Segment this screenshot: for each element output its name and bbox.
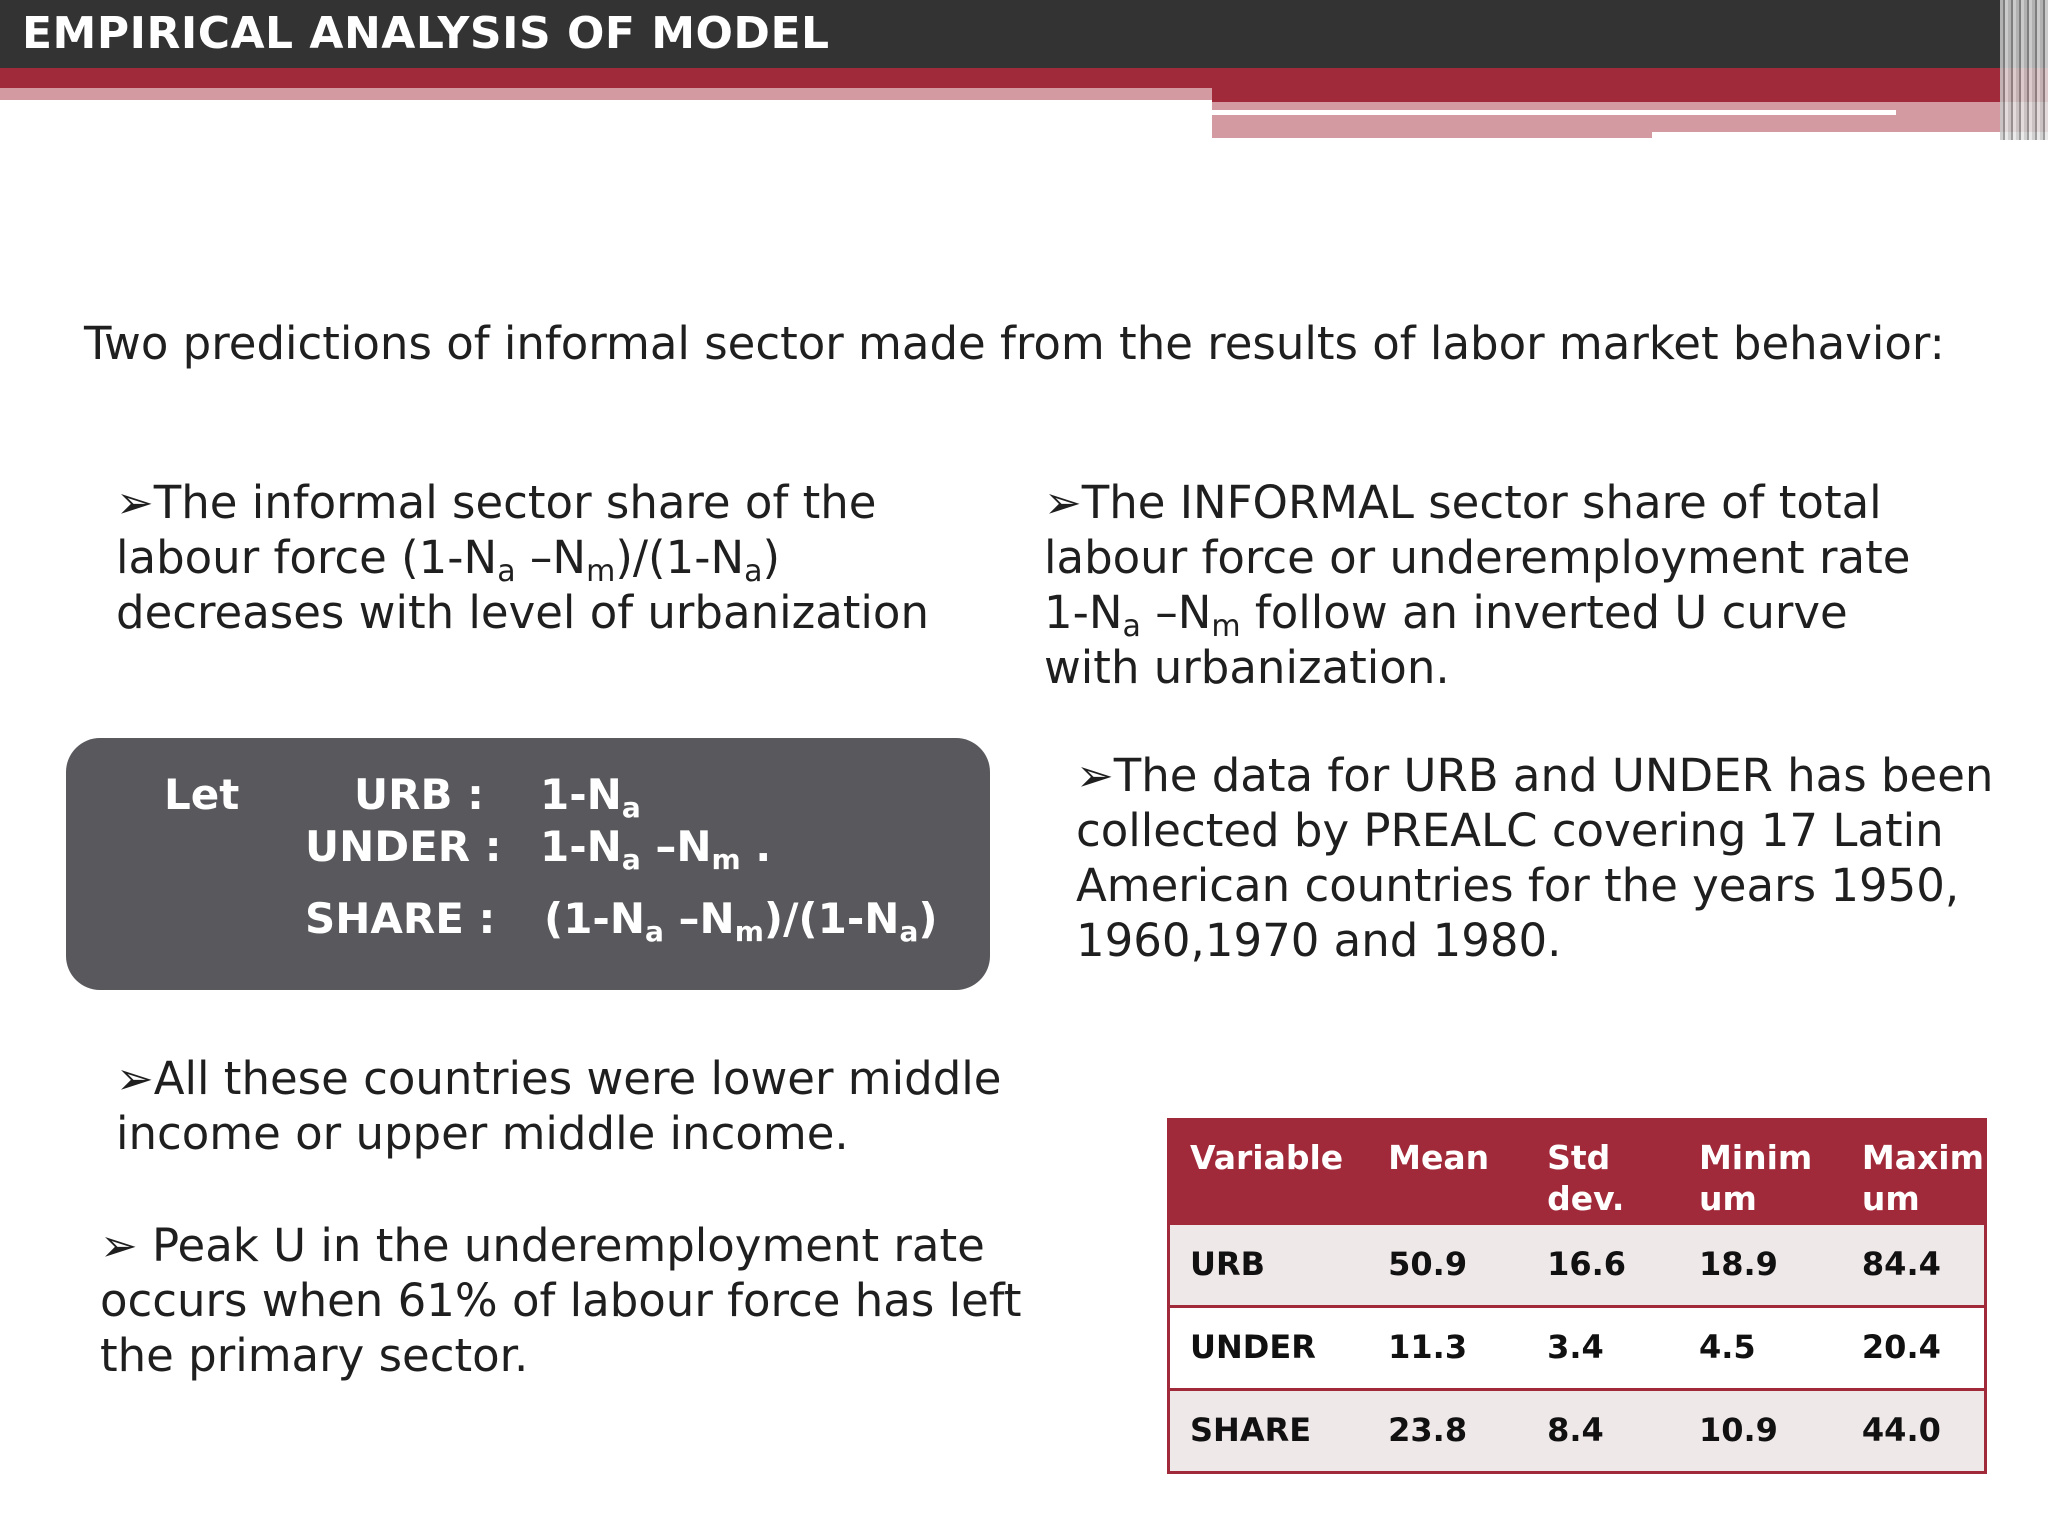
bullet-line: ➢All these countries were lower middle	[116, 1052, 1002, 1105]
header-minimum: Minim um	[1698, 1138, 1813, 1218]
table-row: URB 50.9 16.6 18.9 84.4	[1168, 1222, 1986, 1307]
bullet-line: ➢The informal sector share of the	[116, 476, 877, 529]
cell-max: 20.4	[1841, 1305, 1986, 1390]
under-formula: 1-Na –Nm .	[540, 822, 772, 876]
cell-variable: SHARE	[1168, 1388, 1369, 1473]
header-band	[0, 68, 2048, 88]
header-band-accent	[1212, 88, 2048, 102]
cell-min: 18.9	[1678, 1222, 1842, 1307]
bullet-line: labour force or underemployment rate	[1044, 531, 1911, 584]
definitions-box: Let URB : 1-Na UNDER : 1-Na –Nm . SHARE …	[66, 738, 990, 990]
bullet-line: the primary sector.	[100, 1329, 529, 1382]
bullet-line: ➢The INFORMAL sector share of total	[1044, 476, 1882, 529]
cell-variable: UNDER	[1168, 1305, 1369, 1390]
cell-mean: 50.9	[1368, 1222, 1528, 1307]
bullet-line: labour force (1-Na –Nm)/(1-Na)	[116, 531, 781, 589]
bullet-line: decreases with level of urbanization	[116, 586, 929, 639]
title-bar: EMPIRICAL ANALYSIS OF MODEL	[0, 0, 2048, 68]
share-label: SHARE :	[305, 894, 496, 943]
decorative-stripes	[2000, 0, 2048, 140]
bullet-line: with urbanization.	[1044, 641, 1450, 694]
cell-std: 3.4	[1527, 1305, 1679, 1390]
cell-mean: 23.8	[1368, 1388, 1528, 1473]
header-band-line	[1212, 110, 1896, 115]
bullet-data-source: ➢The data for URB and UNDER has been col…	[1076, 748, 1996, 968]
bullet-peak-u: ➢ Peak U in the underemployment rate occ…	[100, 1218, 1040, 1383]
cell-max: 44.0	[1841, 1388, 1986, 1473]
cell-max: 84.4	[1841, 1222, 1986, 1307]
bullet-informal-share: ➢The informal sector share of the labour…	[116, 475, 1016, 640]
share-formula: (1-Na –Nm)/(1-Na)	[544, 894, 938, 948]
slide-title: EMPIRICAL ANALYSIS OF MODEL	[22, 8, 830, 59]
cell-mean: 11.3	[1368, 1305, 1528, 1390]
table-row: UNDER 11.3 3.4 4.5 20.4	[1168, 1305, 1986, 1390]
bullet-income-level: ➢All these countries were lower middle i…	[116, 1051, 1036, 1161]
bullet-line: American countries for the years 1950,	[1076, 859, 1960, 912]
urb-formula: 1-Na	[540, 770, 641, 824]
header-band-light	[0, 88, 1212, 100]
header-mean: Mean	[1388, 1138, 1490, 1177]
cell-variable: URB	[1168, 1222, 1369, 1307]
intro-text: Two predictions of informal sector made …	[84, 317, 1945, 370]
bullet-line: occurs when 61% of labour force has left	[100, 1274, 1022, 1327]
bullet-line: ➢The data for URB and UNDER has been	[1076, 749, 1994, 802]
header-maximum: Maxim um	[1861, 1138, 1984, 1218]
under-label: UNDER :	[305, 822, 502, 871]
bullet-line: 1-Na –Nm follow an inverted U curve	[1044, 586, 1848, 644]
table-row: SHARE 23.8 8.4 10.9 44.0	[1168, 1388, 1986, 1473]
header-variable: Variable	[1190, 1138, 1344, 1177]
cell-std: 8.4	[1527, 1388, 1679, 1473]
bullet-line: ➢ Peak U in the underemployment rate	[100, 1219, 985, 1272]
table-header-row: Variable Mean Std dev. Minim um Maxim um	[1168, 1119, 1986, 1224]
bullet-line: 1960,1970 and 1980.	[1076, 914, 1562, 967]
cell-min: 4.5	[1678, 1305, 1842, 1390]
urb-label: URB :	[354, 770, 484, 819]
cell-min: 10.9	[1678, 1388, 1842, 1473]
summary-statistics-table: Variable Mean Std dev. Minim um Maxim um UR…	[1167, 1118, 1987, 1474]
bullet-line: income or upper middle income.	[116, 1107, 849, 1160]
header-band-accent-tab	[1212, 118, 1652, 138]
let-label: Let	[164, 770, 240, 819]
bullet-line: collected by PREALC covering 17 Latin	[1076, 804, 1944, 857]
bullet-underemployment: ➢The INFORMAL sector share of total labo…	[1044, 475, 1984, 695]
header-std-dev: Std dev.	[1547, 1138, 1625, 1218]
cell-std: 16.6	[1527, 1222, 1679, 1307]
